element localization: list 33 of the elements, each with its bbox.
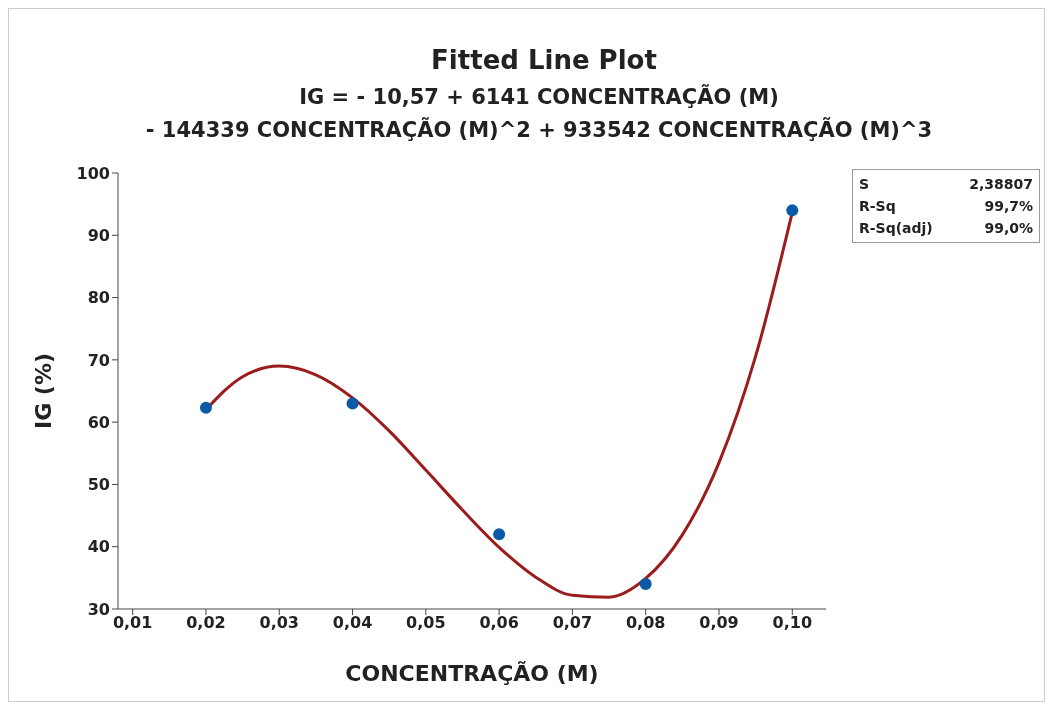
- text: R-Sq: [859, 197, 896, 216]
- text: 99,7%: [984, 197, 1033, 216]
- point: [199, 401, 212, 414]
- point: [346, 397, 359, 410]
- text: 99,0%: [984, 219, 1033, 238]
- y-tick-label: 50: [87, 475, 110, 495]
- point: [493, 528, 506, 541]
- x-tick-label: 0,04: [332, 613, 373, 633]
- y-tick-label: 60: [87, 412, 110, 432]
- x-tick-label: 0,09: [699, 613, 739, 633]
- x-tick-label: 0,02: [186, 613, 226, 633]
- y-tick-label: 100: [76, 163, 110, 183]
- y-axis-title: IG (%): [30, 352, 56, 430]
- text: R-Sq(adj): [859, 219, 933, 238]
- point: [786, 204, 799, 217]
- x-tick-label: 0,07: [552, 613, 593, 633]
- x-axis-title: CONCENTRAÇÃO (M): [345, 661, 599, 686]
- y-tick-label: 30: [87, 599, 110, 619]
- text: 2,38807: [969, 175, 1033, 194]
- text: S: [859, 175, 870, 194]
- x-tick-label: 0,08: [625, 613, 666, 633]
- y-tick-label: 80: [87, 288, 110, 308]
- chart-subtitle: IG = - 10,57 + 6141 CONCENTRAÇÃO (M) - 144339 CONCENTRAÇÃO (M)^2 + 933542 CONCENTRAÇÃO (M)^3: [144, 85, 934, 142]
- chart-title: Fitted Line Plot: [430, 45, 658, 75]
- x-tick-label: 0,05: [406, 613, 446, 633]
- x-tick-label: 0,03: [259, 613, 299, 633]
- x-tick-label: 0,10: [772, 613, 813, 633]
- point: [639, 578, 652, 591]
- y-tick-label: 40: [87, 537, 110, 557]
- y-tick-label: 70: [87, 350, 110, 370]
- y-tick-label: 90: [87, 225, 110, 245]
- x-tick-label: 0,01: [112, 613, 153, 633]
- x-tick-label: 0,06: [479, 613, 519, 633]
